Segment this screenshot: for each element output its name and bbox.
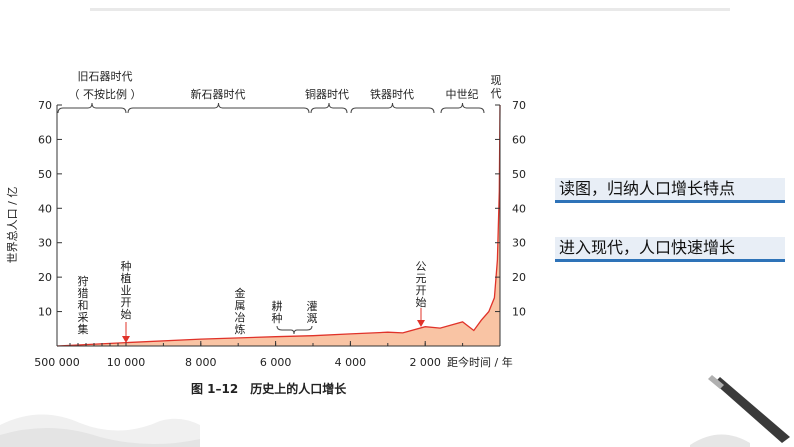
era-bracket <box>440 102 485 114</box>
era-label: 铁器时代 <box>370 88 414 101</box>
x-tick-label: 8 000 <box>185 356 217 369</box>
y-tick-label-right: 20 <box>512 271 526 284</box>
era-label: 现 <box>491 74 502 87</box>
x-axis-label: 距今时间 / 年 <box>447 355 513 369</box>
chart-caption: 图 1–12 历史上的人口增长 <box>191 381 347 396</box>
annotation-metal: 冶 <box>235 310 246 324</box>
annotation-hunting: 采 <box>78 311 89 324</box>
y-tick-label-right: 10 <box>512 306 526 319</box>
y-tick-label-right: 30 <box>512 237 526 250</box>
era-bracket <box>57 102 127 114</box>
ink-landscape-decoration <box>0 414 200 447</box>
x-tick-label: 2 000 <box>409 356 441 369</box>
era-bracket <box>127 102 310 114</box>
annotation-farming: 始 <box>121 307 132 321</box>
era-label: 代 <box>491 87 502 100</box>
population-area-group <box>56 104 501 347</box>
annotation-farming: 种 <box>121 259 132 273</box>
era-label: 新石器时代 <box>191 87 246 101</box>
population-line <box>56 104 501 347</box>
y-tick-label-left: 30 <box>38 237 52 250</box>
annotation-hunting: 集 <box>78 322 89 336</box>
axes-group <box>56 104 501 347</box>
annotation-metal: 炼 <box>235 322 246 336</box>
era-bracket <box>350 102 435 114</box>
y-tick-label-left: 70 <box>38 99 52 112</box>
era-bracket <box>310 102 348 114</box>
y-tick-label-right: 40 <box>512 202 526 215</box>
y-tick-label-left: 50 <box>38 168 52 181</box>
annotation-ad: 公 <box>416 260 427 273</box>
era-label: 旧石器时代 <box>78 70 133 83</box>
annotation-irrigation: 灌 <box>307 300 318 313</box>
ink-brush-decoration <box>690 375 790 447</box>
y-tick-label-left: 20 <box>38 271 52 284</box>
y-tick-label-right: 70 <box>512 99 526 112</box>
y-tick-label-left: 60 <box>38 133 52 146</box>
era-label: 中世纪 <box>446 88 479 101</box>
x-tick-label: 10 000 <box>107 356 146 369</box>
slide-point-2: 进入现代，人口快速增长 <box>555 237 785 262</box>
x-tick-label: 500 000 <box>34 356 80 369</box>
top-decoration <box>90 8 730 11</box>
tick-label-group: 10 10 20 20 30 30 40 40 50 50 60 60 70 70 500 000 10 00… <box>34 99 526 369</box>
ad-arrowhead <box>417 320 425 327</box>
annotation-hunting: 狩 <box>78 274 89 288</box>
annotation-irrigation: 溉 <box>307 312 318 325</box>
annotation-farming: 植 <box>121 271 132 285</box>
annotation-hunting: 猎 <box>78 286 89 300</box>
annotation-farming: 开 <box>121 296 132 309</box>
y-tick-label-right: 50 <box>512 168 526 181</box>
annotation-plow: 种 <box>272 311 283 325</box>
x-tick-label: 4 000 <box>335 356 367 369</box>
annotation-ad: 开 <box>416 284 427 297</box>
plow-irrigation-bracket <box>276 325 313 335</box>
y-axis-label: 世界总人口 / 亿 <box>5 187 19 264</box>
annotation-plow: 耕 <box>272 299 283 313</box>
era-note: （ 不按比例 ） <box>69 87 142 101</box>
slide-point-1: 读图，归纳人口增长特点 <box>555 178 785 203</box>
annotation-ad: 始 <box>416 295 427 309</box>
farming-arrowhead <box>122 336 130 343</box>
y-tick-label-right: 60 <box>512 133 526 146</box>
y-tick-label-left: 10 <box>38 306 52 319</box>
x-tick-label: 6 000 <box>260 356 292 369</box>
annotation-ad: 元 <box>416 272 427 285</box>
era-label: 铜器时代 <box>305 87 349 101</box>
annotation-metal: 金 <box>235 286 246 300</box>
annotation-metal: 属 <box>235 299 246 312</box>
annotation-farming: 业 <box>121 284 132 297</box>
top-rule <box>90 8 730 11</box>
y-tick-label-left: 40 <box>38 202 52 215</box>
annotation-hunting: 和 <box>78 299 89 312</box>
